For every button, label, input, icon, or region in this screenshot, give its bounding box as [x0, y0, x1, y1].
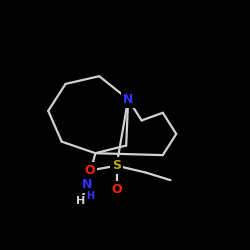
Text: N: N: [82, 178, 92, 192]
Text: H: H: [86, 190, 95, 200]
Text: S: S: [112, 159, 121, 172]
Text: O: O: [84, 164, 95, 177]
Text: O: O: [111, 183, 122, 196]
Text: N: N: [123, 93, 133, 106]
Text: H: H: [76, 196, 86, 206]
